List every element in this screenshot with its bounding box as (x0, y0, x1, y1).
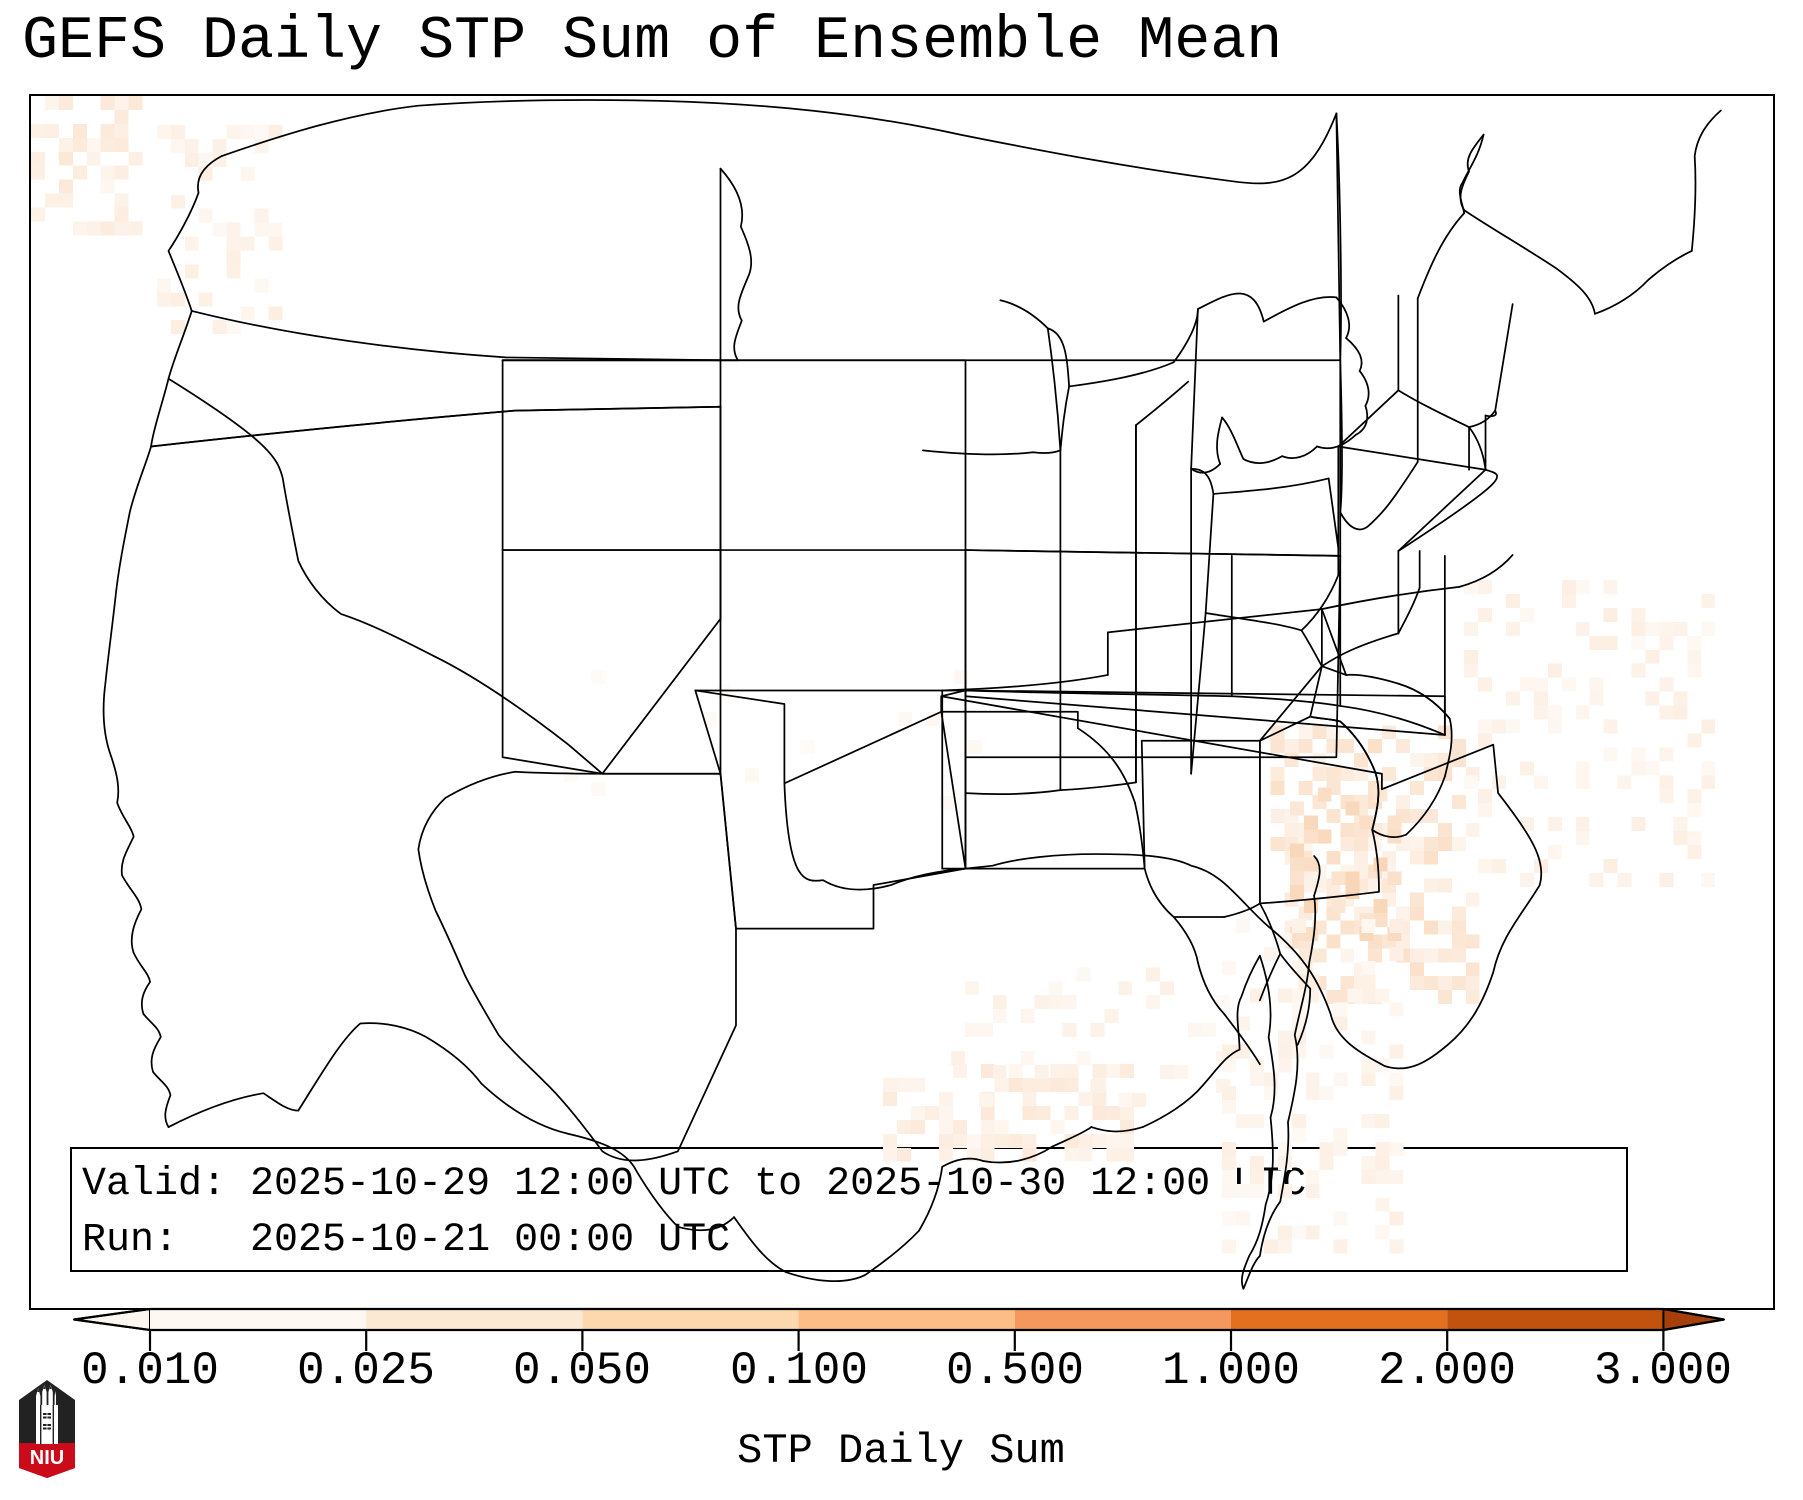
svg-text:NIU: NIU (30, 1447, 64, 1469)
